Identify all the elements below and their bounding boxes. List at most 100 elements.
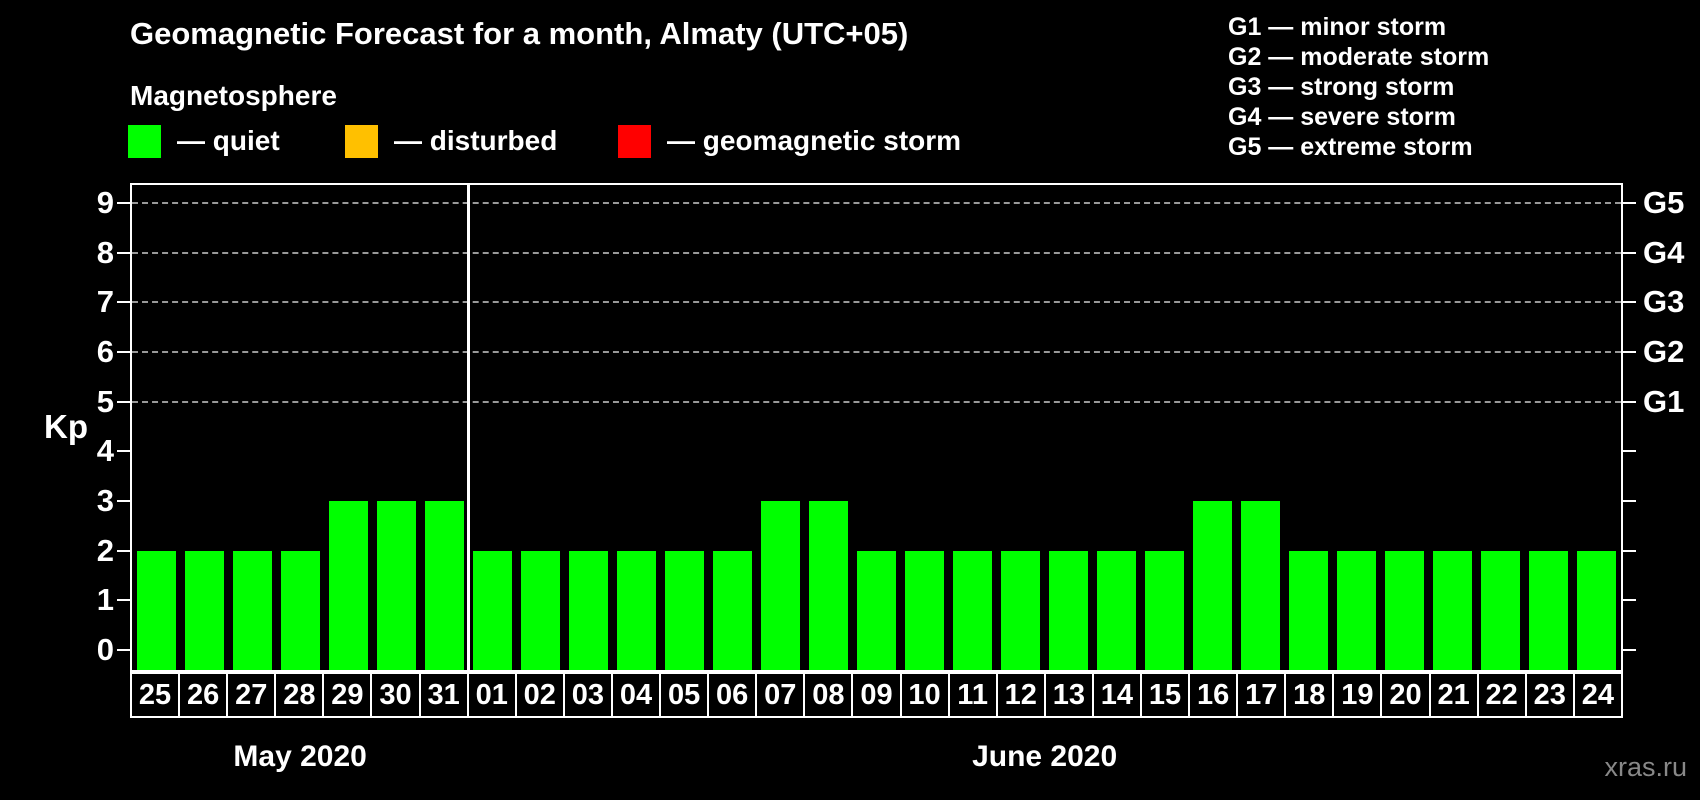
legend-label-quiet: — quiet [177, 125, 280, 156]
right-tick-1 [1623, 599, 1636, 602]
month-labels: May 2020 June 2020 [132, 740, 1621, 776]
kp-bar-day-18 [1289, 550, 1329, 670]
day-label-20: 20 [1380, 672, 1431, 718]
g4-legend-line: G4 — severe storm [1228, 103, 1456, 131]
day-label-09: 09 [851, 672, 902, 718]
month-label: June 2020 [972, 740, 1118, 773]
right-tick-2 [1623, 549, 1636, 552]
right-tick-7 [1623, 301, 1636, 304]
y-tick-label-5: 5 [96, 383, 114, 419]
left-tick-4 [117, 450, 130, 453]
day-label-11: 11 [947, 672, 998, 718]
day-label-29: 29 [322, 672, 373, 718]
g5-legend-line: G5 — extreme storm [1228, 133, 1473, 161]
day-label-10: 10 [899, 672, 950, 718]
gridline-kp6 [132, 351, 1621, 353]
y-tick-label-8: 8 [96, 234, 114, 270]
right-axis-label-g2: G2 [1643, 334, 1685, 369]
y-tick-label-4: 4 [96, 433, 114, 469]
kp-bar-day-14 [1097, 550, 1137, 670]
left-tick-5 [117, 400, 130, 403]
y-tick-label-2: 2 [96, 532, 114, 568]
left-tick-6 [117, 351, 130, 353]
day-label-05: 05 [659, 672, 710, 718]
kp-bar-day-10 [905, 550, 945, 670]
right-axis-label-g3: G3 [1643, 284, 1685, 320]
kp-bar-day-25 [136, 550, 176, 670]
day-label-31: 31 [418, 672, 469, 718]
left-tick-2 [117, 549, 130, 552]
day-label-17: 17 [1236, 672, 1287, 718]
left-tick-7 [117, 301, 130, 304]
gridline-kp7 [132, 301, 1621, 304]
right-axis-label-g5: G5 [1643, 185, 1685, 220]
kp-bar-day-08 [808, 501, 848, 670]
right-tick-8 [1623, 251, 1636, 254]
right-tick-6 [1623, 351, 1636, 353]
legend-label-disturbed: — disturbed [394, 125, 558, 156]
kp-bar-day-12 [1001, 550, 1041, 670]
left-tick-0 [117, 649, 130, 651]
kp-bar-day-21 [1433, 550, 1473, 670]
day-axis-row: 25 26 27 28 29 30 31 01 02 03 04 05 06 07 08 09 10 11 12 13… [130, 672, 1623, 718]
g2-legend-line: G2 — moderate storm [1228, 43, 1490, 71]
left-tick-3 [117, 500, 130, 502]
kp-bar-day-09 [856, 550, 896, 670]
left-tick-8 [117, 251, 130, 254]
left-tick-1 [117, 599, 130, 602]
kp-bar-day-20 [1385, 550, 1425, 670]
legend-item-disturbed: — disturbed [345, 123, 557, 159]
quiet-color-swatch [128, 124, 161, 158]
kp-bar-day-19 [1337, 550, 1377, 670]
month-label: May 2020 [233, 740, 367, 773]
y-tick-label-9: 9 [96, 185, 114, 220]
kp-bar-day-03 [568, 550, 608, 670]
day-label-26: 26 [178, 672, 229, 718]
day-label-23: 23 [1524, 672, 1575, 718]
kp-bar-day-22 [1481, 550, 1521, 670]
day-label-07: 07 [755, 672, 806, 718]
y-tick-label-1: 1 [96, 582, 114, 618]
right-tick-5 [1623, 400, 1636, 403]
gridline-kp5 [132, 400, 1621, 403]
right-axis-label-g4: G4 [1643, 234, 1685, 270]
kp-bar-day-31 [424, 501, 464, 670]
day-label-27: 27 [226, 672, 277, 718]
right-tick-3 [1623, 500, 1636, 502]
kp-bar-day-06 [712, 550, 752, 670]
y-tick-label-6: 6 [96, 334, 114, 369]
day-label-21: 21 [1428, 672, 1479, 718]
kp-bar-day-02 [520, 550, 560, 670]
right-tick-9 [1623, 202, 1636, 204]
disturbed-color-swatch [345, 124, 378, 158]
kp-bar-day-13 [1049, 550, 1089, 670]
day-label-22: 22 [1476, 672, 1527, 718]
g-scale-legend: G1 — minor storm G2 — moderate storm G3 … [1228, 12, 1489, 162]
gridline-kp8 [132, 251, 1621, 254]
y-tick-label-3: 3 [96, 483, 114, 518]
kp-bar-day-29 [328, 501, 368, 670]
kp-bar-day-04 [616, 550, 656, 670]
kp-bar-day-23 [1529, 550, 1569, 670]
day-label-19: 19 [1332, 672, 1383, 718]
kp-bar-day-01 [472, 550, 512, 670]
right-axis-label-g1: G1 [1643, 383, 1685, 419]
storm-color-swatch [618, 124, 651, 158]
kp-bar-day-24 [1577, 550, 1617, 670]
month-separator [466, 185, 470, 670]
plot-area: 0 1 2 3 4 5 6 7 8 9 G1 G2 G3 G4 G5 [97, 183, 1684, 672]
kp-bar-day-26 [184, 550, 224, 670]
kp-bar-day-05 [664, 550, 704, 670]
day-label-25: 25 [130, 672, 181, 718]
kp-bar-day-07 [760, 501, 800, 670]
day-label-16: 16 [1188, 672, 1239, 718]
kp-bar-day-17 [1241, 501, 1281, 670]
legend-item-storm: — geomagnetic storm [618, 123, 961, 159]
day-label-28: 28 [274, 672, 325, 718]
left-tick-9 [117, 202, 130, 204]
kp-bar-day-16 [1193, 501, 1233, 670]
day-label-04: 04 [610, 672, 662, 718]
g3-legend-line: G3 — strong storm [1228, 73, 1455, 101]
kp-bar-day-11 [953, 550, 993, 670]
day-label-12: 12 [995, 672, 1046, 718]
